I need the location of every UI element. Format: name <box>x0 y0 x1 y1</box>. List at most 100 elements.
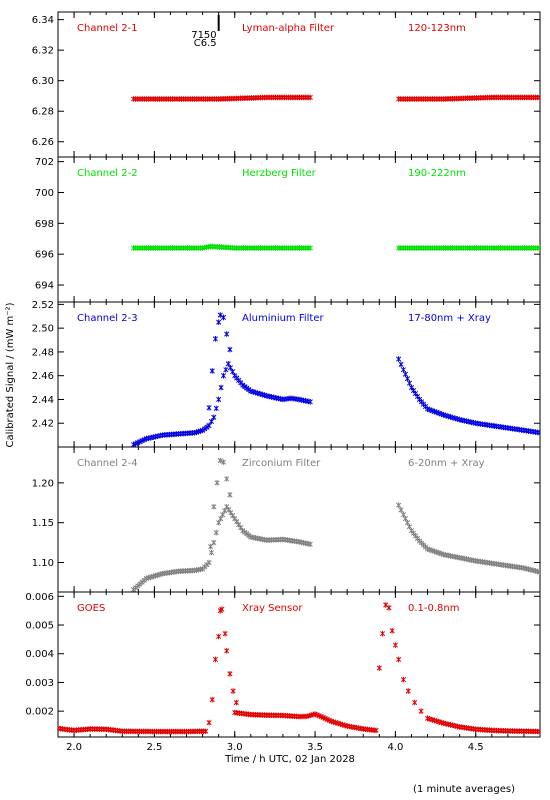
data-point <box>307 94 313 101</box>
data-point <box>220 314 227 321</box>
data-point <box>307 399 313 405</box>
data-point <box>537 94 540 101</box>
x-tick-label: 2.0 <box>66 742 82 753</box>
data-point <box>412 390 419 397</box>
band-label: 6-20nm + Xray <box>408 458 485 469</box>
data-point <box>537 245 540 251</box>
data-point <box>216 633 222 640</box>
data-point <box>537 728 540 735</box>
data-point <box>214 480 220 486</box>
y-tick-label: 1.10 <box>32 558 54 569</box>
channel-label: GOES <box>77 603 105 614</box>
data-point <box>208 418 214 425</box>
y-tick-label: 2.48 <box>32 347 54 358</box>
y-tick-label: 0.003 <box>25 678 54 689</box>
data-point <box>392 642 398 648</box>
data-point <box>537 569 540 575</box>
data-point <box>227 346 233 353</box>
data-point <box>218 384 224 391</box>
band-label: 190-222nm <box>408 168 466 179</box>
data-point <box>396 502 402 508</box>
y-tick-label: 6.34 <box>32 15 54 26</box>
data-point <box>408 384 415 391</box>
x-tick-label: 4.0 <box>387 742 403 753</box>
data-point <box>206 719 212 726</box>
data-point <box>220 372 227 379</box>
data-point <box>211 414 217 421</box>
data-point <box>206 422 212 429</box>
data-point <box>376 665 382 671</box>
data-point <box>307 541 313 547</box>
y-tick-label: 1.15 <box>32 518 54 529</box>
data-point <box>230 688 236 694</box>
data-point <box>236 521 242 528</box>
data-point <box>379 630 386 637</box>
data-point <box>389 627 395 634</box>
y-tick-label: 0.002 <box>25 707 54 718</box>
data-point <box>203 728 209 735</box>
data-point <box>208 543 214 550</box>
x-axis-label: Time / h UTC, 02 Jan 2028 <box>224 754 355 765</box>
data-point <box>213 529 219 536</box>
data-point <box>238 524 244 531</box>
data-point <box>396 656 402 663</box>
data-point <box>537 429 540 436</box>
data-point <box>227 671 233 677</box>
data-point <box>410 387 417 394</box>
data-point <box>212 336 219 342</box>
band-label: 120-123nm <box>408 23 466 34</box>
y-tick-label: 0.005 <box>25 621 54 632</box>
data-point <box>400 676 406 683</box>
y-tick-label: 694 <box>35 281 54 292</box>
data-point <box>211 539 217 546</box>
data-point <box>220 459 227 465</box>
y-tick-label: 2.50 <box>32 324 54 335</box>
data-point <box>211 503 217 510</box>
data-point <box>398 507 404 513</box>
data-series <box>130 94 540 102</box>
y-tick-label: 2.52 <box>32 300 54 311</box>
data-point <box>226 506 232 513</box>
panel-3: 2.42 2.44 2.46 2.48 2.50 2.52 Channel 2-3 Alumi… <box>32 300 541 448</box>
data-series <box>130 243 540 251</box>
y-tick-label: 702 <box>35 157 54 168</box>
y-tick-label: 700 <box>35 188 54 199</box>
channel-label: Channel 2-3 <box>77 313 138 324</box>
x-tick-label: 3.5 <box>307 742 323 753</box>
y-tick-label: 6.28 <box>32 107 54 118</box>
data-point <box>212 656 219 663</box>
x-tick-label: 2.5 <box>146 742 162 753</box>
band-label: 17-80nm + Xray <box>408 313 491 324</box>
data-point <box>224 331 230 337</box>
data-point <box>208 549 214 556</box>
panel-4: 1.10 1.15 1.20 Channel 2-4 Zirconium Filter 6… <box>32 446 541 593</box>
filter-label: Xray Sensor <box>242 603 303 614</box>
channel-label: Channel 2-1 <box>77 23 138 34</box>
data-point <box>233 699 239 706</box>
panel-5: 0.002 0.003 0.004 0.005 0.006 GOES Xray Sensor… <box>25 591 541 738</box>
data-point <box>400 366 406 373</box>
data-point <box>209 368 215 374</box>
data-point <box>206 559 212 566</box>
data-point <box>217 312 223 318</box>
y-tick-label: 2.44 <box>32 395 54 406</box>
data-point <box>228 509 234 516</box>
filter-label: Herzberg Filter <box>242 168 317 179</box>
data-series <box>58 602 540 735</box>
y-tick-label: 1.20 <box>32 478 54 489</box>
footnote: (1 minute averages) <box>413 784 515 795</box>
data-point <box>405 688 411 694</box>
event-class-label: C6.5 <box>194 38 217 49</box>
data-point <box>234 518 240 525</box>
filter-label: Zirconium Filter <box>242 458 321 469</box>
data-point <box>307 245 313 251</box>
y-tick-label: 6.30 <box>32 76 54 87</box>
data-point <box>404 375 411 382</box>
data-series <box>130 312 540 447</box>
data-point <box>398 361 404 368</box>
data-point <box>209 696 215 703</box>
data-point <box>406 380 413 386</box>
data-point <box>386 604 392 611</box>
data-point <box>414 393 421 400</box>
